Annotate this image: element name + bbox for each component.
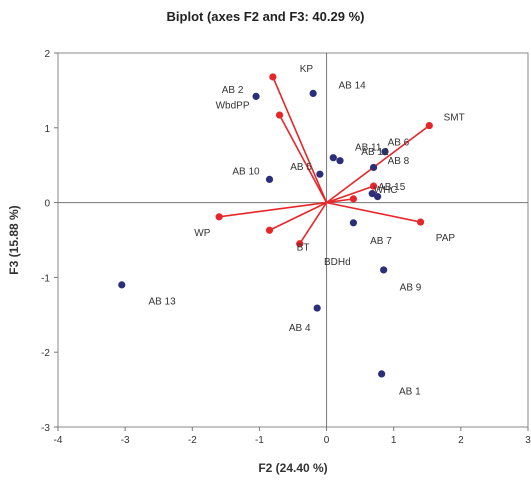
variable-point-bdhd	[349, 195, 358, 203]
point-label-ab-15: AB 15	[378, 182, 406, 193]
observation-point-ab-1	[378, 370, 386, 378]
point-label-ab-8: AB 8	[388, 156, 410, 167]
observation-point-ab-8	[369, 163, 378, 172]
point-label-ab-11: AB 11	[355, 143, 382, 154]
observation-point-ab-2	[252, 92, 260, 100]
point-label-whc: WHC	[374, 185, 398, 196]
variable-point-pap	[416, 218, 425, 226]
variable-vector-bdhd	[326, 198, 354, 204]
observation-point-ab-13	[118, 281, 126, 289]
x-tick-label: -1	[255, 435, 264, 446]
variable-point-bt	[296, 240, 304, 248]
point-label-ab-9: AB 9	[400, 282, 422, 293]
point-label-wbdpp: WbdPP	[216, 101, 250, 112]
y-tick-label: -1	[41, 273, 50, 284]
point-label-ab-5: AB 5	[290, 162, 312, 173]
observation-point-ab-9	[380, 266, 388, 274]
x-axis-title: F2 (24.40 %)	[258, 461, 327, 475]
point-label-smt: SMT	[444, 113, 465, 124]
y-tick-label: -2	[41, 348, 50, 359]
variable-vector-smt	[326, 124, 430, 204]
y-tick-label: 1	[44, 124, 50, 135]
x-tick-label: 2	[458, 435, 464, 446]
x-tick-label: -4	[54, 435, 63, 446]
point-label-kp: KP	[300, 64, 314, 75]
point-label-ab-13: AB 13	[148, 297, 176, 308]
point-label-bt: BT	[297, 243, 310, 254]
point-label-ab-14: AB 14	[338, 80, 366, 91]
point-label-ab-4: AB 4	[289, 323, 311, 334]
variable-vector-pap	[326, 201, 421, 223]
y-tick-label: -3	[41, 423, 50, 434]
variable-point-smt	[425, 121, 433, 130]
observation-point-ab-4	[313, 304, 321, 312]
point-label-ab-10: AB 10	[232, 166, 260, 177]
variable-vector-bt	[299, 202, 328, 245]
variable-point-pv	[265, 226, 274, 234]
x-tick-label: -2	[188, 435, 197, 446]
x-tick-label: 0	[324, 435, 330, 446]
observation-point-ab-5	[316, 170, 324, 178]
observation-point-ab-11	[329, 154, 337, 162]
observation-point-ab-14	[309, 89, 317, 97]
observation-point-ab-7	[349, 219, 358, 227]
variable-vector-pv	[269, 201, 327, 231]
variable-point-wbdpp	[275, 111, 284, 119]
x-tick-label: 3	[525, 435, 531, 446]
point-label-ab-2: AB 2	[222, 85, 244, 96]
point-label-ab-7: AB 7	[370, 236, 392, 247]
variable-point-kp	[269, 73, 277, 81]
x-tick-label: -3	[121, 435, 130, 446]
observation-point-ab-12	[336, 157, 344, 165]
variable-vector-kp	[272, 76, 328, 203]
variable-point-whc	[369, 182, 378, 190]
point-label-ab-6: AB 6	[388, 137, 410, 148]
point-label-bdhd: BDHd	[324, 257, 351, 268]
y-axis-title: F3 (15.88 %)	[7, 205, 21, 274]
x-tick-label: 1	[391, 435, 397, 446]
observation-point-ab-15	[368, 190, 376, 198]
point-label-ab-12: AB 12	[361, 147, 389, 158]
y-tick-label: 2	[44, 49, 50, 60]
variable-point-wp	[215, 213, 223, 221]
plot-area	[57, 52, 529, 428]
point-label-wp: WP	[194, 228, 210, 239]
y-tick-label: 0	[44, 199, 50, 210]
observation-point-ab-6	[381, 148, 389, 156]
point-label-pap: PAP	[436, 233, 456, 244]
observation-point-ab-10	[265, 175, 274, 184]
chart-title: Biplot (axes F2 and F3: 40.29 %)	[166, 9, 365, 24]
variable-vector-whc	[326, 185, 374, 204]
point-label-ab-1: AB 1	[399, 386, 421, 397]
observation-point-ab-3	[374, 193, 382, 201]
variable-vector-wbdpp	[278, 114, 328, 203]
variable-vector-wp	[219, 201, 327, 218]
